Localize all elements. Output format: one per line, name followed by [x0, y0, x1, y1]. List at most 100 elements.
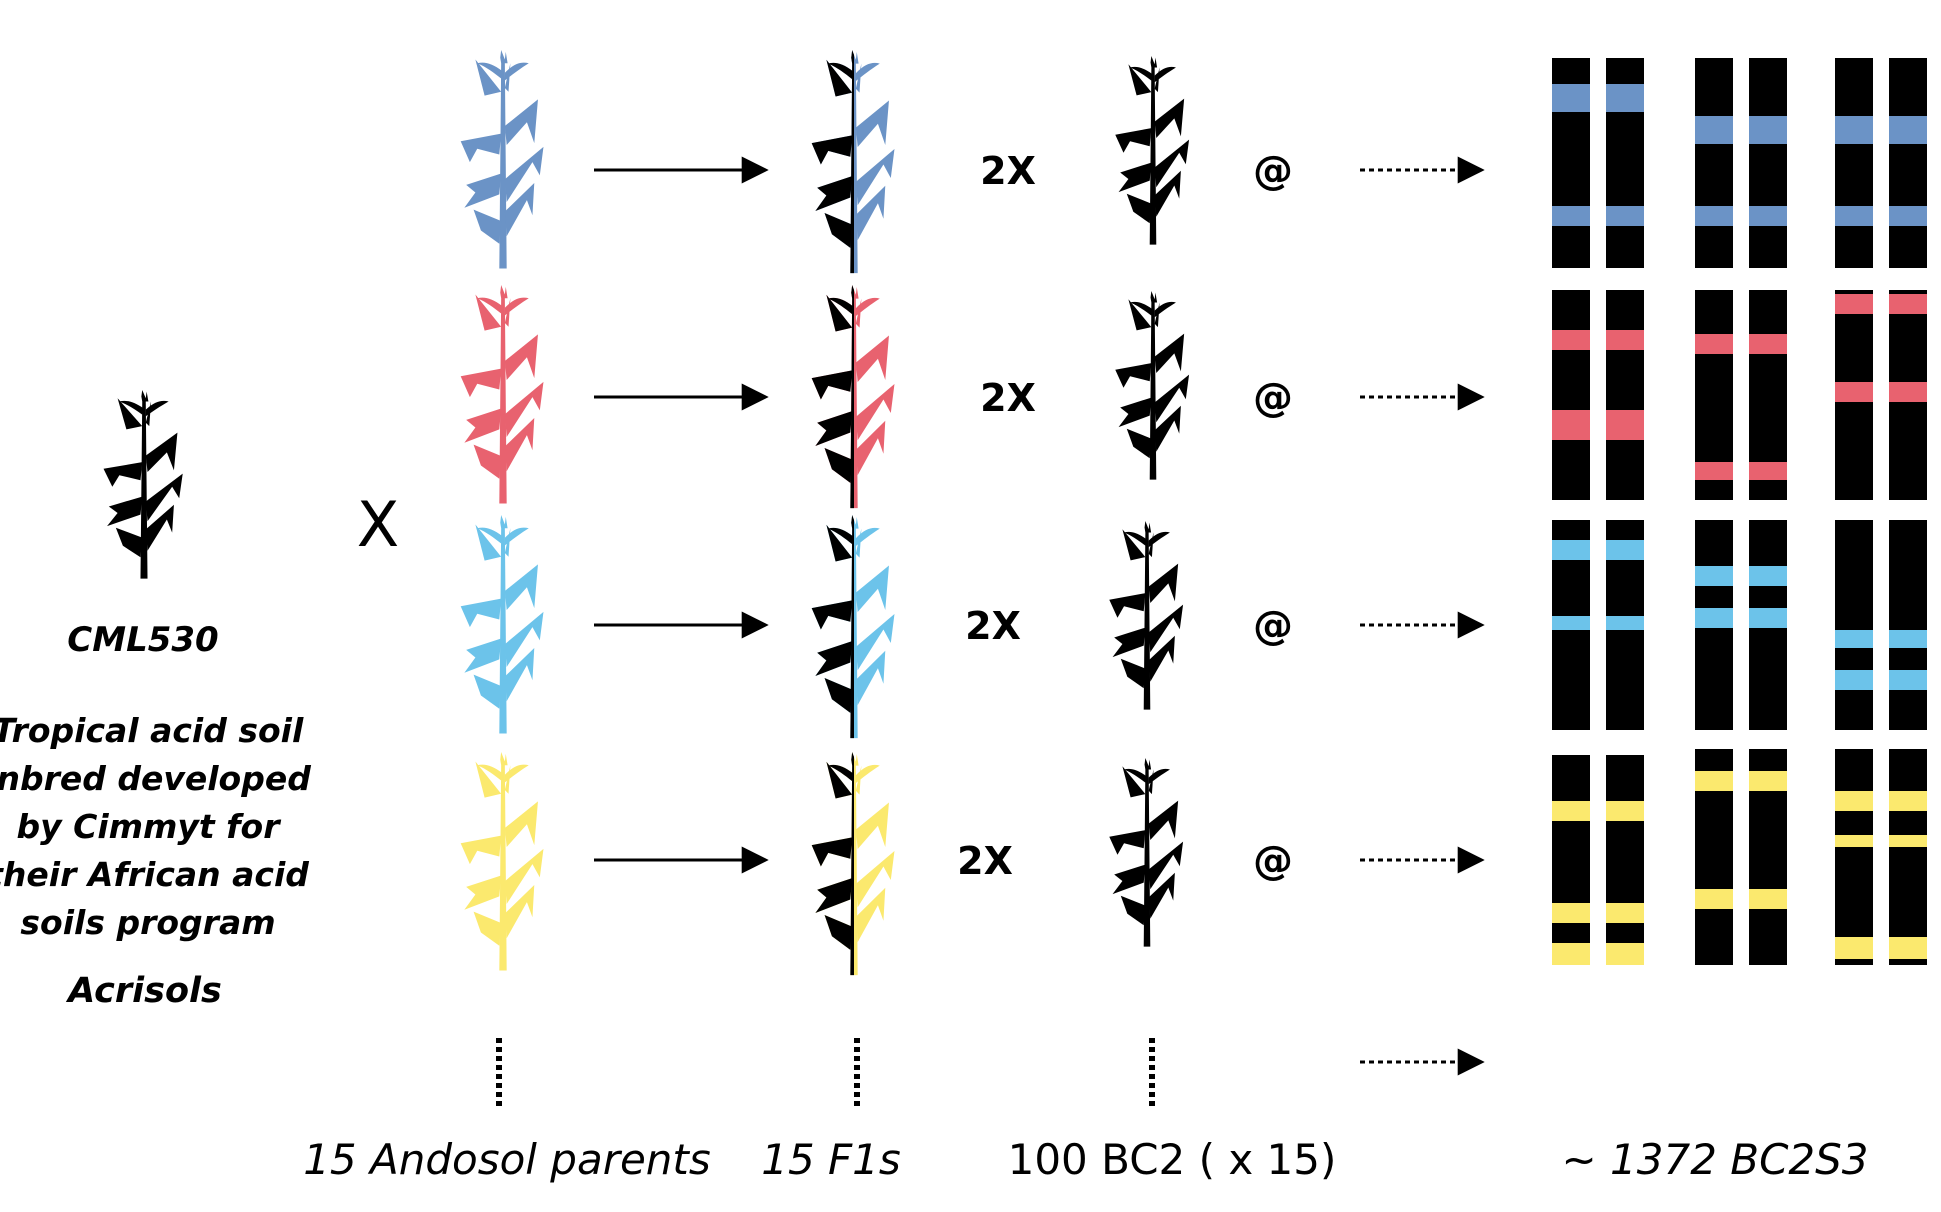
introgression-band [1695, 566, 1733, 586]
generation-factor-label: 2X [980, 149, 1036, 193]
selfing-symbol: @ [1253, 603, 1293, 649]
introgression-band [1835, 382, 1873, 402]
introgression-band [1889, 670, 1927, 690]
introgression-band [1835, 630, 1873, 648]
chromosome [1889, 520, 1927, 730]
description-line: soils program [20, 903, 275, 942]
selfing-symbol: @ [1253, 375, 1293, 421]
f1-column-label: 15 F1s [761, 1135, 901, 1184]
chromosome [1889, 58, 1927, 268]
selfing-symbol: @ [1253, 148, 1293, 194]
introgression-band [1552, 903, 1590, 923]
f1-plant [811, 285, 895, 509]
f1-plant [811, 50, 895, 274]
bc2-plant [1115, 56, 1190, 245]
introgression-band [1552, 943, 1590, 965]
introgression-band [1889, 937, 1927, 959]
introgression-band [1749, 566, 1787, 586]
introgression-band [1552, 410, 1590, 440]
row-light-blue: 2X @ [460, 515, 1927, 739]
f1-plant [811, 752, 895, 976]
introgression-band [1552, 540, 1590, 560]
chromosome [1606, 755, 1644, 965]
introgression-band [1889, 835, 1927, 847]
generation-factor-label: 2X [980, 376, 1036, 420]
chromosome [1835, 520, 1873, 730]
recurrent-parent-name: CML530 [67, 620, 218, 660]
introgression-band [1695, 206, 1733, 226]
result-column-label: ~ 1372 BC2S3 [1561, 1135, 1868, 1184]
introgression-band [1606, 330, 1644, 350]
introgression-band [1552, 84, 1590, 112]
introgression-band [1889, 630, 1927, 648]
rows-layer: 2X @2X @2X @2X @ [460, 50, 1927, 976]
recurrent-parent-description: Tropical acid soil inbred developed by C… [0, 711, 311, 942]
description-line: inbred developed [0, 759, 311, 798]
andosol-parent-plant [460, 515, 544, 734]
introgression-band [1835, 791, 1873, 811]
introgression-band [1749, 889, 1787, 909]
f1-plant [811, 515, 895, 739]
cross-symbol: X [357, 488, 399, 561]
description-line: their African acid [0, 855, 309, 894]
generation-factor-label: 2X [957, 839, 1013, 883]
introgression-band [1889, 116, 1927, 144]
chromosome [1835, 749, 1873, 965]
introgression-band [1749, 206, 1787, 226]
andosol-parent-plant [460, 50, 544, 269]
chromosome-pair [1552, 290, 1644, 500]
introgression-band [1695, 771, 1733, 791]
chromosome [1835, 58, 1873, 268]
row-blue: 2X @ [460, 50, 1927, 274]
introgression-band [1606, 801, 1644, 821]
chromosome-pair [1552, 520, 1644, 730]
introgression-band [1889, 791, 1927, 811]
introgression-band [1835, 937, 1873, 959]
chromosome-pair [1695, 749, 1787, 965]
chromosome [1552, 755, 1590, 965]
introgression-band [1695, 462, 1733, 480]
introgression-band [1606, 84, 1644, 112]
chromosome-pair [1695, 290, 1787, 500]
introgression-band [1835, 835, 1873, 847]
introgression-band [1606, 903, 1644, 923]
introgression-band [1889, 294, 1927, 314]
introgression-band [1552, 206, 1590, 226]
soil-type-label: Acrisols [65, 971, 222, 1011]
andosol-parent-plant [460, 285, 544, 504]
bc2-plant [1109, 758, 1184, 947]
introgression-band [1835, 116, 1873, 144]
bc2-plant [1115, 291, 1190, 480]
introgression-band [1889, 382, 1927, 402]
generation-factor-label: 2X [965, 604, 1021, 648]
chromosome-pair [1552, 755, 1644, 965]
chromosome-pair [1835, 290, 1927, 500]
parents-column-label: 15 Andosol parents [303, 1135, 711, 1184]
introgression-band [1606, 540, 1644, 560]
introgression-band [1835, 206, 1873, 226]
introgression-band [1695, 889, 1733, 909]
introgression-band [1695, 334, 1733, 354]
bc2-column-label: 100 BC2 ( x 15) [1008, 1135, 1337, 1184]
chromosome-pair [1835, 749, 1927, 965]
introgression-band [1552, 616, 1590, 630]
selfing-symbol: @ [1253, 838, 1293, 884]
introgression-band [1606, 943, 1644, 965]
introgression-band [1695, 608, 1733, 628]
chromosome [1552, 290, 1590, 500]
chromosome-pair [1552, 58, 1644, 268]
row-pink: 2X @ [460, 285, 1927, 509]
chromosome [1749, 58, 1787, 268]
cml530-plant [103, 390, 183, 579]
introgression-band [1889, 206, 1927, 226]
andosol-parent-plant [460, 752, 544, 971]
chromosome [1695, 58, 1733, 268]
introgression-band [1606, 616, 1644, 630]
bc2-plant [1109, 521, 1184, 710]
introgression-band [1606, 410, 1644, 440]
introgression-band [1552, 330, 1590, 350]
introgression-band [1552, 801, 1590, 821]
introgression-band [1749, 462, 1787, 480]
chromosome-pair [1835, 58, 1927, 268]
